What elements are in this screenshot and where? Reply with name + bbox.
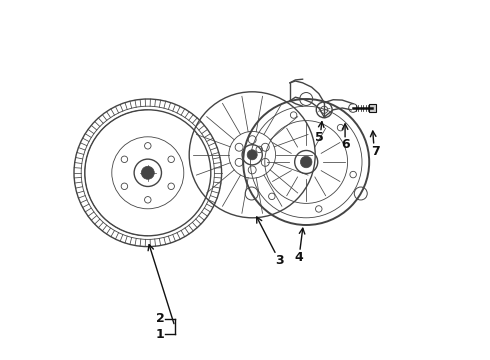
Circle shape xyxy=(247,150,257,160)
Text: 3: 3 xyxy=(275,254,284,267)
Text: 2: 2 xyxy=(156,312,165,325)
Text: 6: 6 xyxy=(341,138,349,151)
Text: 7: 7 xyxy=(371,145,380,158)
Text: 1: 1 xyxy=(156,328,165,341)
Text: 5: 5 xyxy=(315,131,323,144)
Text: 4: 4 xyxy=(294,251,303,264)
FancyBboxPatch shape xyxy=(369,104,376,112)
Circle shape xyxy=(300,156,312,168)
Circle shape xyxy=(141,166,154,179)
